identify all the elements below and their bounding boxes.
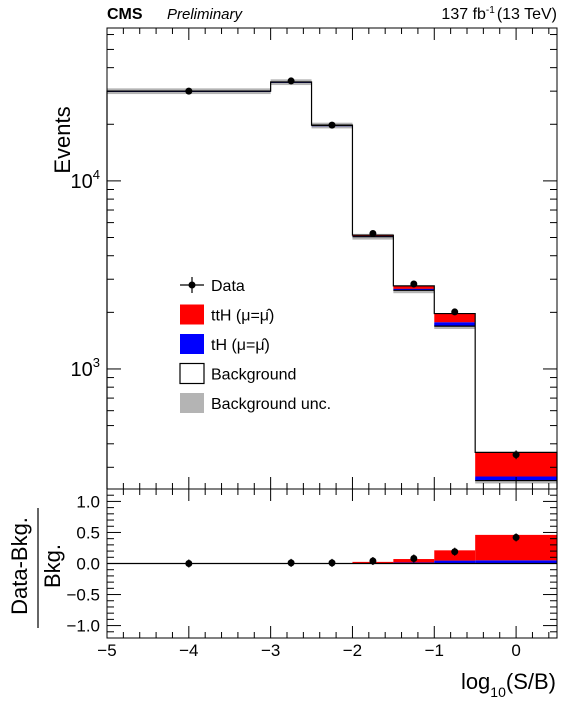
y-tick-label-0: 103 [71,355,100,381]
ratio-point-6 [512,533,520,541]
data-point-2 [328,121,336,129]
cms-label: CMS [107,6,143,23]
legend-label-4: Background unc. [211,396,331,413]
tth-bar-5 [434,313,476,323]
ratio-point-4 [410,555,418,563]
legend-swatch-3 [179,362,205,385]
main-frame [106,27,558,490]
ratio-point-2 [328,559,336,567]
legend-label-2: tH (μ=μ̂) [211,337,270,354]
x-tick-label-1: −4 [179,641,198,660]
legend-data-marker [188,281,196,289]
data-point-1 [287,77,295,85]
legend-label-1: ttH (μ=μ̂) [211,308,274,325]
legend: Data ttH (μ=μ̂) tH (μ=μ̂) Background Backgro… [179,277,331,413]
ratio-y-tick-label-4: 1.0 [76,492,100,511]
legend-label-0: Data [211,278,245,295]
preliminary-label: Preliminary [167,6,244,23]
ratio-panel [107,533,557,568]
data-point-0 [185,87,193,95]
data-point-6 [512,451,520,459]
legend-swatch-1 [180,304,204,325]
data-point-4 [410,280,418,288]
x-tick-label-0: −5 [97,641,116,660]
legend-swatch-2 [180,334,204,354]
ratio-point-1 [287,559,295,567]
ratio-ticks: −1.0 −0.5 0.0 0.5 1.0 −5 −4 −3 −2 −1 0 [66,28,557,660]
x-tick-label-4: −1 [425,641,444,660]
ratio-point-5 [451,548,459,556]
y-axis-label: Events [50,106,75,173]
ratio-point-0 [185,560,193,567]
x-tick-label-3: −2 [343,641,362,660]
legend-label-3: Background [211,367,296,384]
x-tick-label-2: −3 [261,641,280,660]
legend-swatch-4 [180,393,204,413]
main-panel [106,77,558,489]
y-tick-label-1: 104 [71,167,100,193]
ratio-y-tick-label-0: −1.0 [66,617,100,636]
th-bar-4 [393,288,435,291]
ratio-y-tick-label-2: 0.0 [76,555,100,574]
ratio-y-tick-label-3: 0.5 [76,523,100,542]
x-axis-label: log10(S/B) [461,669,556,700]
total-outline [106,81,558,489]
ratio-point-3 [369,557,377,565]
ratio-ylabel-numerator: Data-Bkg. [7,517,32,615]
th-bar-5 [434,322,476,327]
data-point-3 [369,230,377,238]
ratio-th-bar-5 [434,560,476,564]
data-point-5 [451,308,459,316]
x-tick-label-5: 0 [511,641,520,660]
main-y-ticks: 103 104 [71,34,557,468]
ratio-y-tick-label-1: −0.5 [66,586,100,605]
lumi-energy-label: 137 fb-1 (13 TeV) [441,5,557,23]
ratio-th-bar-6 [475,560,557,564]
ratio-ylabel-denominator: Bkg. [40,544,65,588]
